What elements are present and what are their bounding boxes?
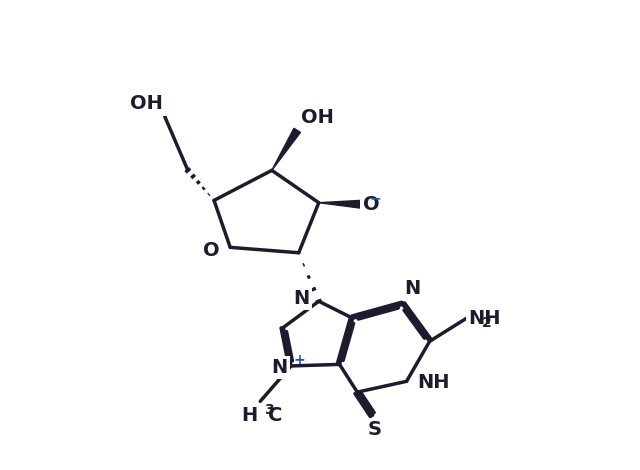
Text: 3: 3 xyxy=(264,403,273,417)
Text: H: H xyxy=(241,406,257,425)
Text: N: N xyxy=(293,289,310,308)
Text: OH: OH xyxy=(301,108,334,127)
Text: S: S xyxy=(367,420,381,439)
Polygon shape xyxy=(319,200,360,208)
Text: C: C xyxy=(268,406,283,425)
Text: −: − xyxy=(370,192,381,206)
Text: +: + xyxy=(293,353,305,367)
Text: N: N xyxy=(271,358,287,377)
Text: O: O xyxy=(363,195,380,214)
Text: 2: 2 xyxy=(482,316,492,330)
Text: NH: NH xyxy=(468,309,500,328)
Text: NH: NH xyxy=(417,373,450,392)
Text: O: O xyxy=(203,241,220,260)
Text: OH: OH xyxy=(131,94,163,113)
Polygon shape xyxy=(272,128,300,170)
Text: N: N xyxy=(404,279,420,298)
